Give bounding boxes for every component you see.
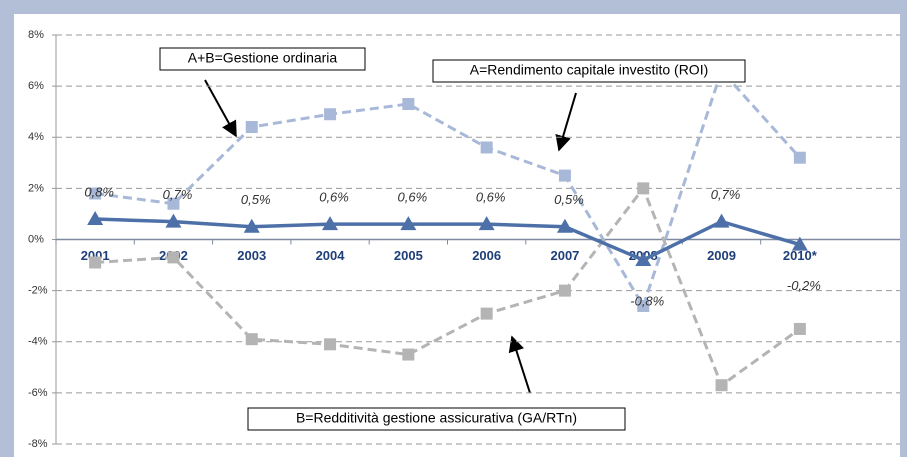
- marker: [713, 213, 730, 228]
- marker: [322, 216, 339, 231]
- data-label: 0,5%: [554, 192, 584, 207]
- marker: [791, 236, 808, 251]
- arrow: [204, 79, 237, 138]
- series-line: [94, 67, 801, 310]
- series-line: [95, 185, 801, 388]
- data-label: 0,6%: [476, 190, 506, 205]
- marker: [167, 197, 180, 210]
- marker: [556, 218, 573, 233]
- data-label: 0,5%: [241, 192, 271, 207]
- x-tick-label: 2009: [707, 248, 736, 263]
- marker: [167, 251, 180, 264]
- marker: [245, 333, 258, 346]
- marker: [402, 98, 415, 111]
- x-tick-label: 2004: [316, 248, 346, 263]
- plot-area: [14, 14, 900, 457]
- y-tick-label: -2%: [28, 285, 48, 297]
- y-tick-label: 0%: [28, 233, 44, 245]
- marker: [793, 151, 806, 164]
- data-label: 0,7%: [711, 187, 741, 202]
- legend-label: B=Redditività gestione assicurativa (GA/…: [296, 410, 577, 426]
- legend-box: [159, 47, 366, 71]
- marker: [324, 338, 337, 351]
- data-label: -0,8%: [630, 293, 664, 308]
- y-tick-label: 8%: [28, 29, 44, 41]
- x-tick-label: 2006: [472, 248, 501, 263]
- marker: [478, 216, 495, 231]
- marker: [558, 169, 571, 182]
- y-tick-label: -8%: [28, 438, 48, 450]
- marker: [558, 284, 571, 297]
- marker: [89, 187, 102, 200]
- y-tick-label: -6%: [28, 387, 48, 399]
- series-line: [95, 217, 801, 262]
- marker: [480, 141, 493, 154]
- marker: [243, 218, 260, 233]
- marker: [793, 322, 806, 335]
- marker: [402, 348, 415, 361]
- data-label: 0,7%: [163, 187, 193, 202]
- data-label: 0,6%: [398, 190, 428, 205]
- y-tick-label: -4%: [28, 336, 48, 348]
- data-label: -0,2%: [787, 278, 821, 293]
- x-tick-label: 2007: [550, 248, 579, 263]
- marker: [637, 182, 650, 195]
- legend-label: A=Rendimento capitale investito (ROI): [470, 62, 709, 78]
- x-tick-label: 2003: [237, 248, 266, 263]
- x-tick-label: 2010*: [783, 248, 818, 263]
- y-tick-label: 4%: [28, 131, 44, 143]
- marker: [165, 213, 182, 228]
- marker: [324, 108, 337, 121]
- y-tick-label: 6%: [28, 80, 44, 92]
- marker: [87, 211, 104, 226]
- legend-label: A+B=Gestione ordinaria: [188, 50, 338, 66]
- marker: [715, 379, 728, 392]
- y-tick-label: 2%: [28, 182, 44, 194]
- data-label: 0,8%: [84, 184, 114, 199]
- arrow: [555, 92, 577, 152]
- marker: [245, 121, 258, 134]
- legend-box: [247, 407, 626, 431]
- legend-box: [432, 59, 746, 83]
- marker: [635, 251, 652, 266]
- x-tick-label: 2001: [81, 248, 110, 263]
- marker: [637, 299, 650, 312]
- x-tick-label: 2005: [394, 248, 423, 263]
- arrow: [508, 335, 531, 394]
- marker: [480, 307, 493, 320]
- marker: [89, 256, 102, 269]
- marker: [400, 216, 417, 231]
- data-label: 0,6%: [319, 190, 349, 205]
